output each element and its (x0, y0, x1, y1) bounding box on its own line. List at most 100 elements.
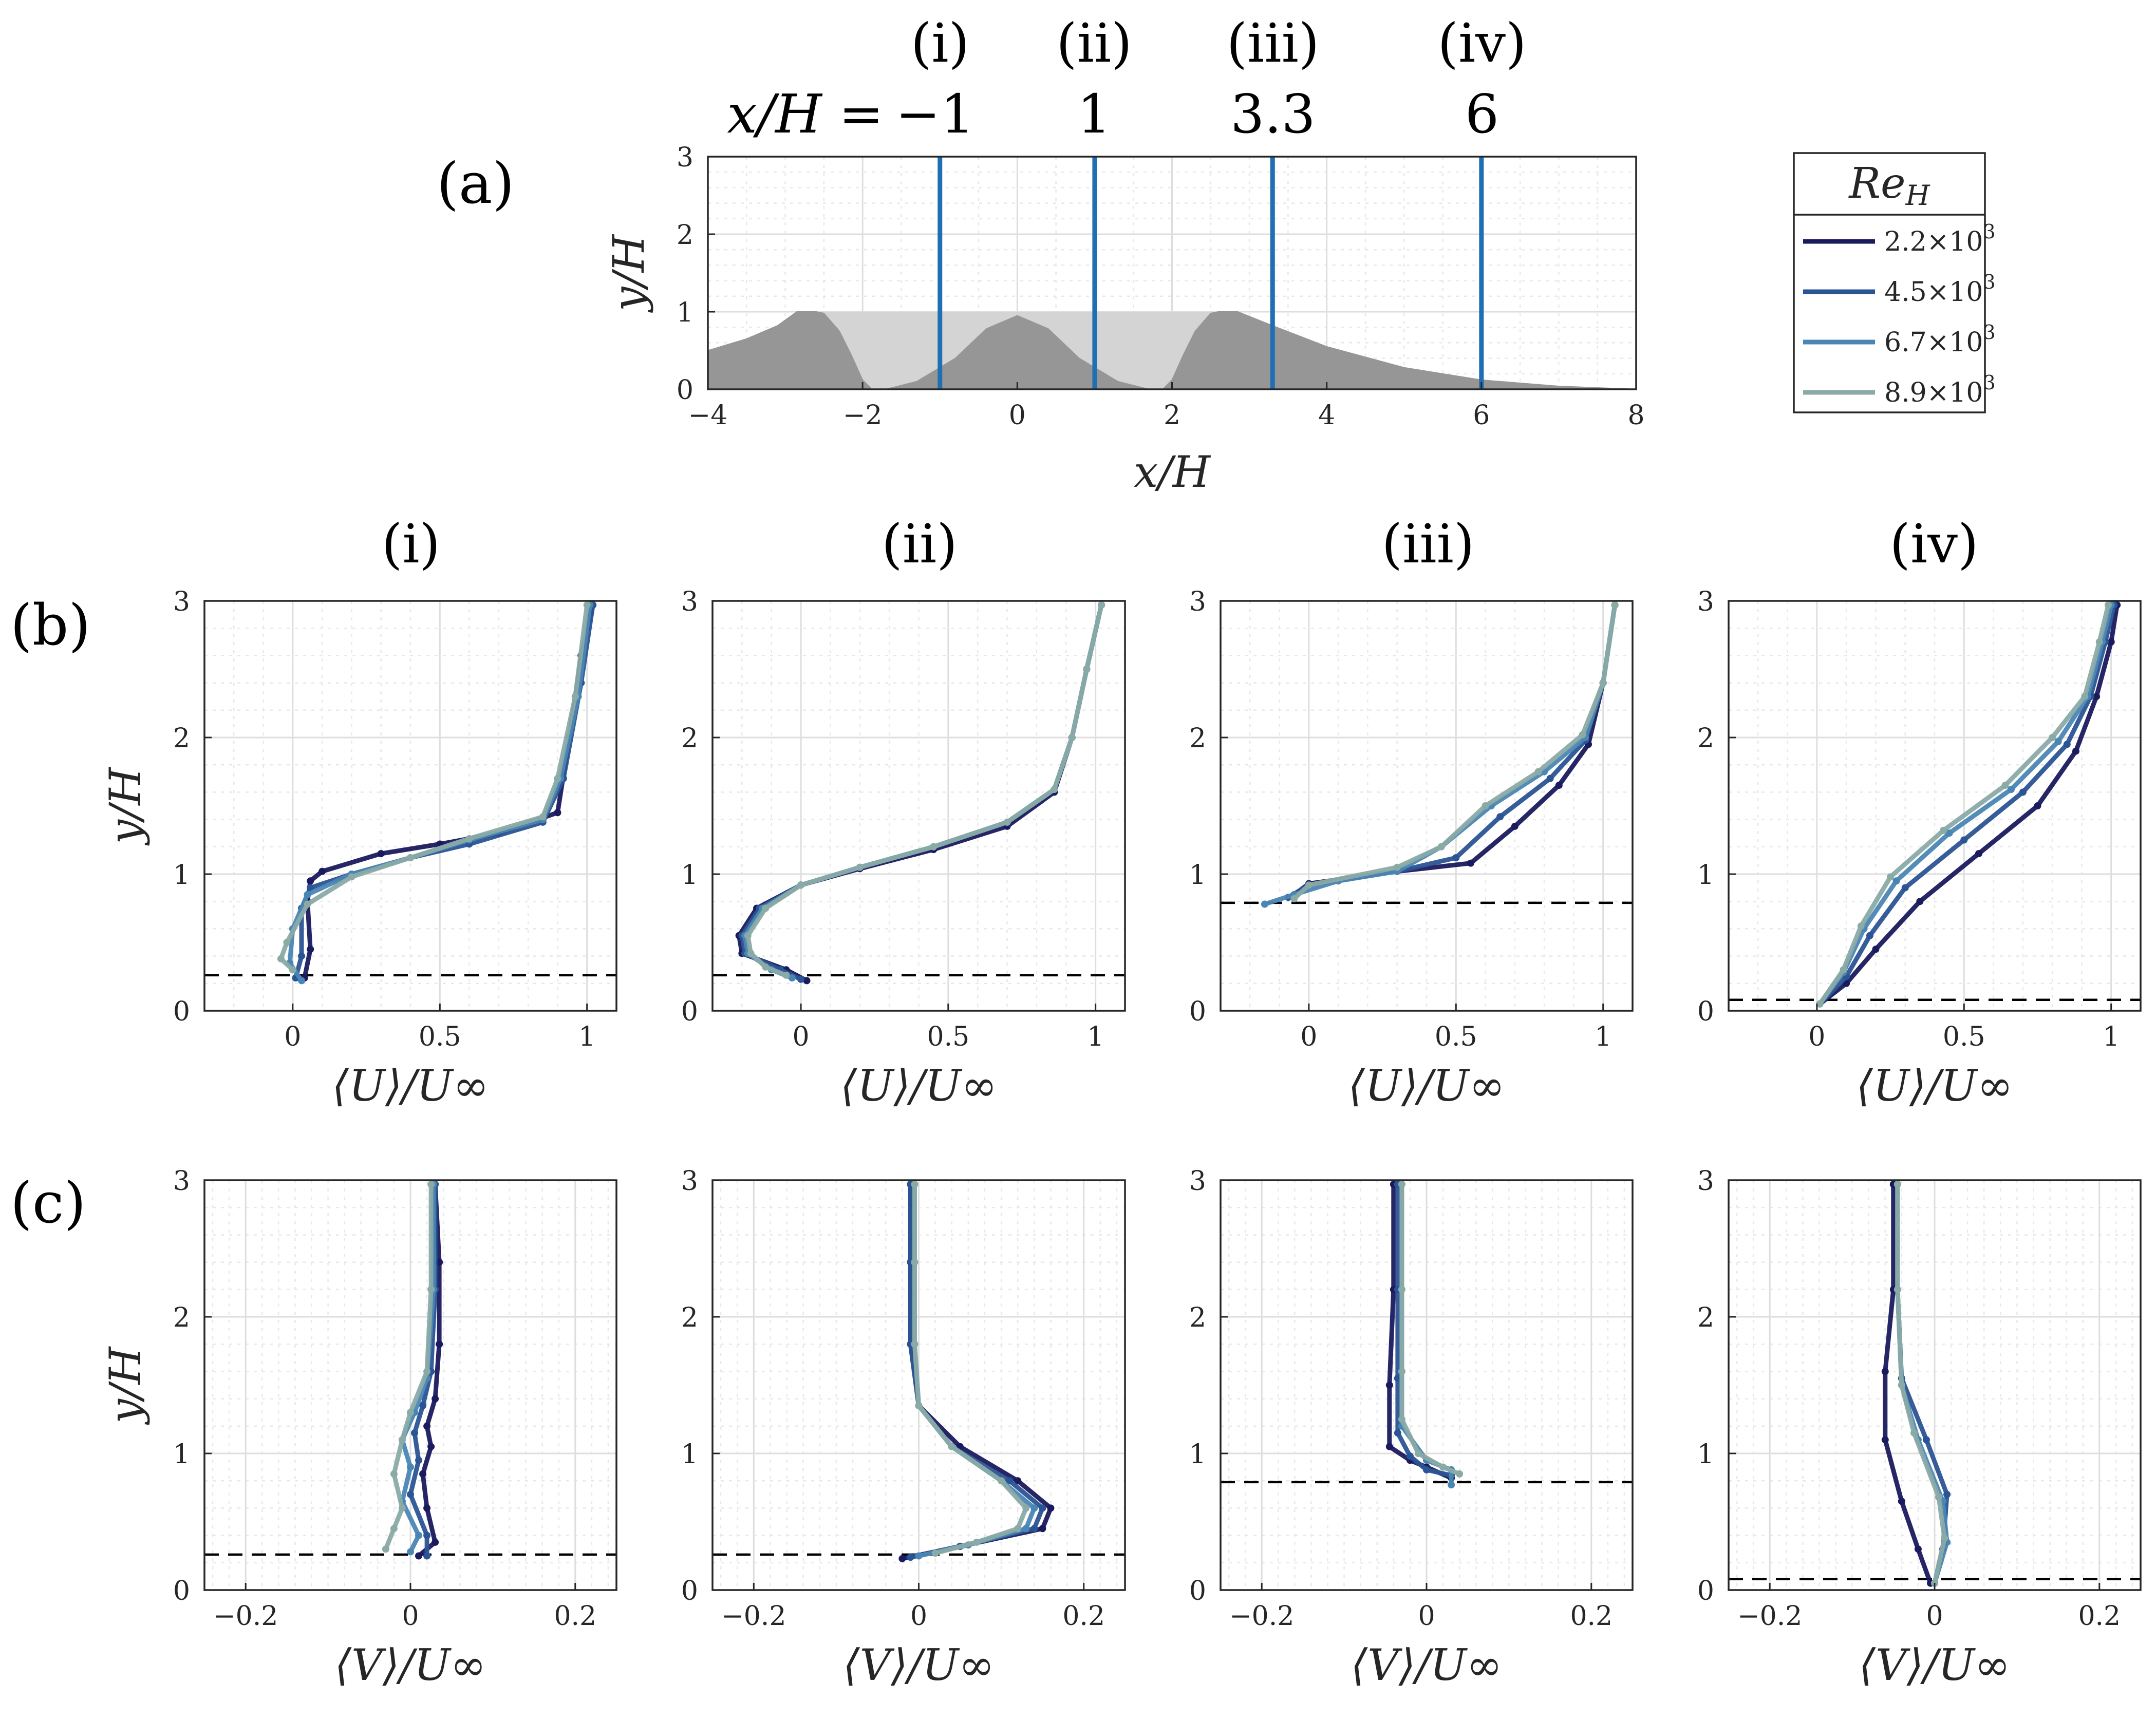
plot-content (708, 157, 1636, 389)
data-point (1098, 601, 1105, 609)
data-point (283, 939, 291, 946)
data-point (1482, 802, 1489, 809)
plot-content (713, 601, 1125, 985)
y-tick-label: 1 (1189, 860, 1206, 891)
column-header-ii: (ii) (882, 513, 958, 575)
data-point (298, 952, 306, 960)
data-point (1914, 1545, 1922, 1553)
data-point (423, 1532, 431, 1539)
station-value-ii: 1 (1077, 83, 1111, 145)
data-point (2093, 693, 2101, 701)
y-tick-label: 2 (681, 723, 698, 754)
data-point (907, 1554, 914, 1561)
plot-b-iii: 0 0.5 1 0 1 2 3 ⟨U⟩/U∞ (1189, 587, 1634, 1111)
data-point (1452, 854, 1460, 862)
x-tick-label: 0.2 (2078, 1601, 2121, 1632)
data-point (1881, 1368, 1889, 1375)
data-point (304, 891, 311, 898)
x-tick-label: 4 (1318, 400, 1335, 431)
hill-3 (1164, 311, 1636, 389)
y-tick-label: 1 (173, 860, 190, 891)
station-value-i: −1 (895, 83, 974, 145)
y-tick-label: 1 (1189, 1439, 1206, 1470)
x-tick-label: 0 (402, 1601, 419, 1632)
data-point (423, 1552, 431, 1560)
data-point (407, 1463, 414, 1471)
plot-b-i: 0 0.5 1 0 1 2 3 ⟨U⟩/U∞ y/H (100, 587, 617, 1111)
data-point (856, 863, 864, 871)
data-point (465, 835, 473, 842)
data-point (427, 1286, 435, 1293)
data-point (407, 1409, 414, 1416)
data-point (1261, 900, 1268, 908)
y-tick-label: 3 (1189, 587, 1206, 617)
plot-a: −4 −2 0 2 4 6 8 0 1 2 3 x/H y/H (604, 142, 1645, 497)
data-point (318, 867, 326, 875)
x-axis-label: ⟨U⟩/U∞ (1348, 1061, 1505, 1111)
data-point (1083, 666, 1091, 673)
data-point (398, 1504, 406, 1512)
data-point (1305, 881, 1313, 889)
y-tick-label: 3 (681, 587, 698, 617)
data-point (1881, 1436, 1889, 1444)
data-point (390, 1470, 398, 1478)
legend-title-main: Re (1848, 159, 1905, 208)
data-point (407, 1490, 414, 1498)
data-point (1398, 1180, 1405, 1188)
data-point (2095, 638, 2103, 646)
data-point (348, 873, 355, 881)
x-tick-label: 2 (1164, 400, 1180, 431)
data-point (1030, 1504, 1038, 1512)
data-point (1546, 774, 1554, 782)
data-point (1456, 1470, 1464, 1478)
data-point (747, 950, 755, 957)
data-point (539, 813, 547, 821)
data-point (1816, 1000, 1824, 1008)
x-axis-label: ⟨V⟩/U∞ (334, 1640, 486, 1690)
legend-entry-1: 2.2×103 (1884, 220, 1996, 257)
data-point (1398, 1368, 1405, 1375)
data-point (1290, 895, 1298, 902)
y-tick-label: 3 (681, 1166, 698, 1197)
column-header-iv: (iv) (1889, 513, 1978, 575)
data-point (1003, 818, 1011, 826)
data-point (1940, 826, 1947, 834)
data-point (998, 1477, 1005, 1485)
hill-2 (886, 315, 1149, 389)
y-tick-label: 2 (677, 220, 693, 251)
column-header-iii: (iii) (1382, 513, 1475, 575)
data-point (398, 1436, 406, 1444)
y-tick-label: 2 (173, 1302, 190, 1333)
data-point (307, 877, 314, 885)
data-point (782, 971, 790, 979)
x-tick-label: 1 (1595, 1022, 1611, 1052)
y-tick-label: 2 (1697, 1302, 1714, 1333)
legend-entry-mantissa: 4.5×10 (1884, 277, 1983, 308)
data-point (307, 946, 314, 953)
x-tick-label: 0.2 (554, 1601, 596, 1632)
data-point (1385, 1443, 1393, 1450)
data-point (1941, 1534, 1948, 1542)
series-line-2 (293, 602, 595, 980)
y-tick-label: 1 (1697, 1439, 1714, 1470)
data-point (307, 884, 314, 892)
data-point (930, 843, 938, 850)
data-point (2034, 802, 2041, 809)
data-point (1945, 829, 1953, 837)
column-header-i: (i) (382, 513, 440, 575)
x-tick-label: −4 (688, 400, 728, 431)
y-axis-label: y/H (100, 1346, 151, 1426)
data-point (277, 955, 285, 962)
station-header-ii: (ii) (1056, 12, 1132, 74)
y-tick-label: 2 (1189, 723, 1206, 754)
series-line-3 (1817, 602, 2114, 1007)
data-point (1579, 731, 1586, 739)
data-point (423, 1422, 431, 1430)
legend-title-sub: H (1905, 179, 1930, 212)
x-tick-label: 0.2 (1062, 1601, 1105, 1632)
panel-label-b: (b) (10, 592, 90, 658)
y-tick-label: 0 (1697, 1576, 1714, 1606)
legend-entry-2: 4.5×103 (1884, 271, 1996, 308)
data-point (911, 1340, 918, 1348)
